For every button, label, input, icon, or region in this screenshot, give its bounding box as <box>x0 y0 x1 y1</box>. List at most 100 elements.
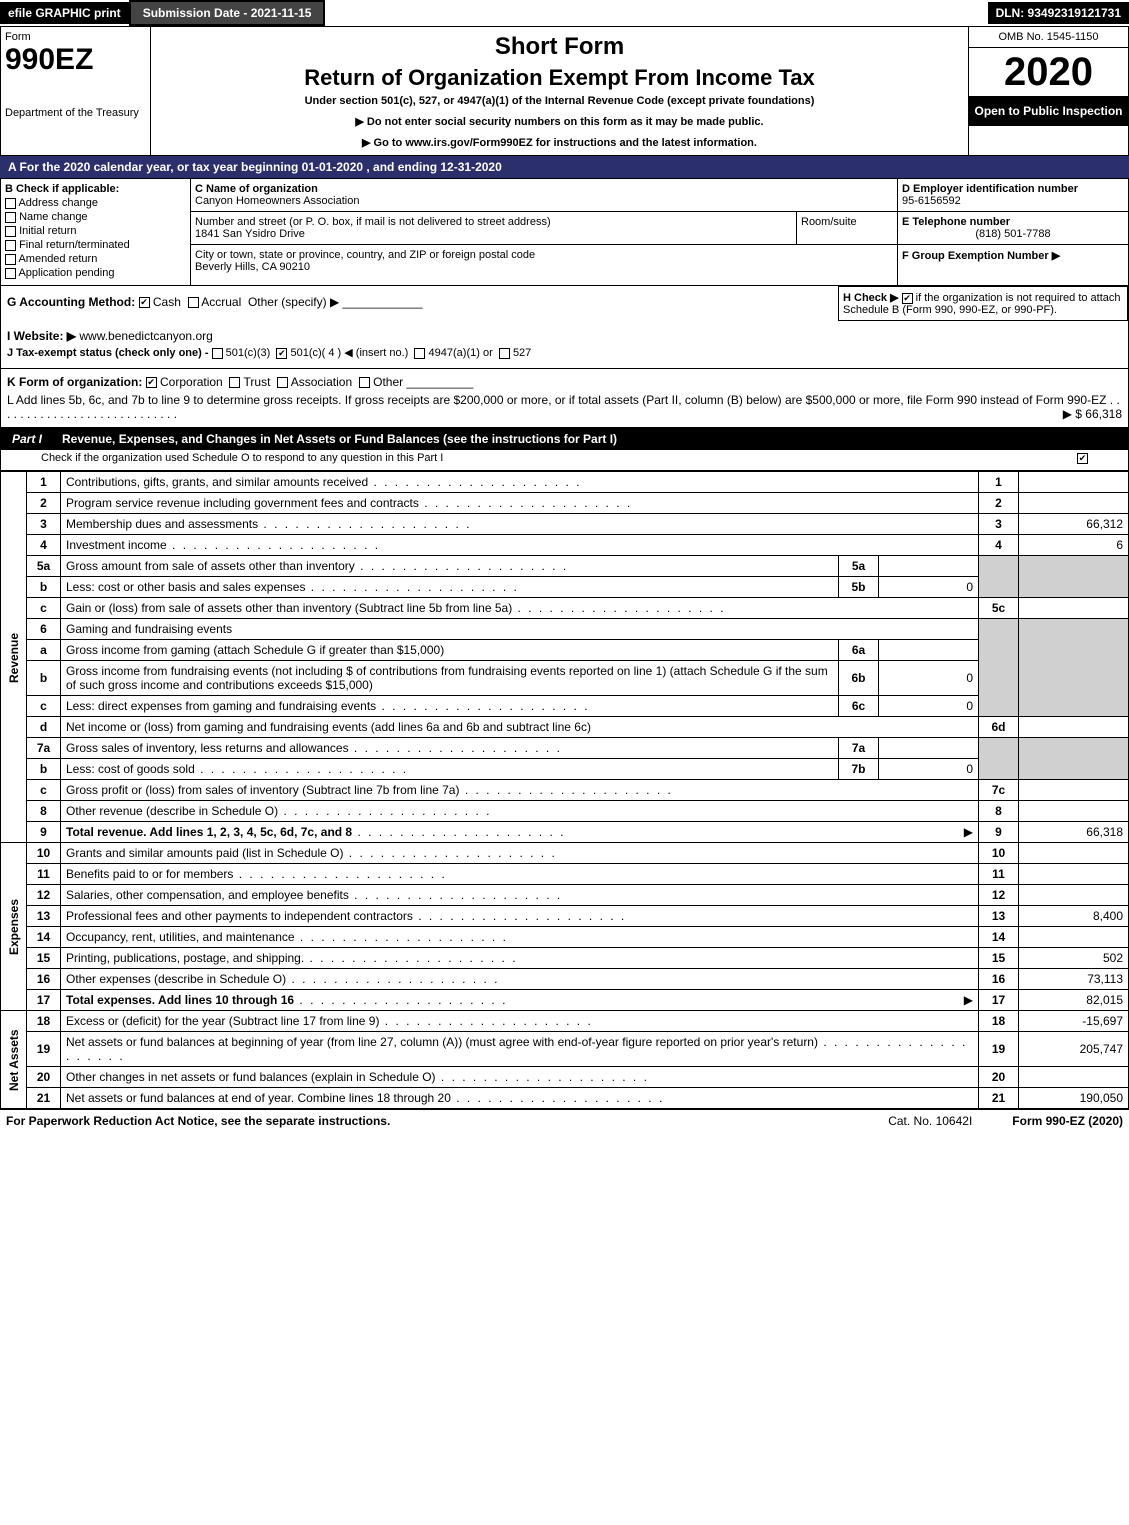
header-right: OMB No. 1545-1150 2020 Open to Public In… <box>968 27 1128 155</box>
cb-amended[interactable]: Amended return <box>5 253 186 265</box>
form-word: Form <box>5 31 146 43</box>
cb-trust[interactable] <box>229 377 240 388</box>
ssn-notice: ▶ Do not enter social security numbers o… <box>157 115 962 128</box>
group-label: F Group Exemption Number ▶ <box>902 250 1060 262</box>
line-21: 21 Net assets or fund balances at end of… <box>1 1088 1129 1109</box>
line-6c: c Less: direct expenses from gaming and … <box>1 696 1129 717</box>
line-2: 2 Program service revenue including gove… <box>1 493 1129 514</box>
section-l-text: L Add lines 5b, 6c, and 7b to line 9 to … <box>7 393 1106 407</box>
phone-label: E Telephone number <box>902 216 1010 228</box>
line-15: 15 Printing, publications, postage, and … <box>1 948 1129 969</box>
line-6d: d Net income or (loss) from gaming and f… <box>1 717 1129 738</box>
section-i: I Website: ▶ www.benedictcanyon.org <box>7 329 1122 343</box>
form-number: 990EZ <box>5 43 146 77</box>
cb-final-return[interactable]: Final return/terminated <box>5 239 186 251</box>
top-bar: efile GRAPHIC print Submission Date - 20… <box>0 0 1129 26</box>
line-18: Net Assets 18 Excess or (deficit) for th… <box>1 1011 1129 1032</box>
line-10: Expenses 10 Grants and similar amounts p… <box>1 843 1129 864</box>
sections-kl: K Form of organization: Corporation Trus… <box>0 369 1129 428</box>
omb-number: OMB No. 1545-1150 <box>969 27 1128 48</box>
department: Department of the Treasury <box>5 107 146 119</box>
cb-4947[interactable] <box>414 348 425 359</box>
section-l-amount: ▶ $ 66,318 <box>1063 407 1122 421</box>
cb-name-change[interactable]: Name change <box>5 211 186 223</box>
section-h-label: H Check ▶ <box>843 292 899 304</box>
line-6: 6 Gaming and fundraising events <box>1 619 1129 640</box>
irs-link-notice[interactable]: ▶ Go to www.irs.gov/Form990EZ for instru… <box>157 136 962 149</box>
line-7a: 7a Gross sales of inventory, less return… <box>1 738 1129 759</box>
side-revenue: Revenue <box>1 472 27 843</box>
col-b-header: B Check if applicable: <box>5 183 186 195</box>
cb-501c[interactable] <box>276 348 287 359</box>
section-j: J Tax-exempt status (check only one) - 5… <box>7 346 1122 359</box>
cb-initial-return[interactable]: Initial return <box>5 225 186 237</box>
under-section: Under section 501(c), 527, or 4947(a)(1)… <box>157 95 962 107</box>
line-20: 20 Other changes in net assets or fund b… <box>1 1067 1129 1088</box>
line-4: 4 Investment income 4 6 <box>1 535 1129 556</box>
info-grid: B Check if applicable: Address change Na… <box>0 178 1129 286</box>
cb-cash[interactable] <box>139 297 150 308</box>
line-12: 12 Salaries, other compensation, and emp… <box>1 885 1129 906</box>
form-reference: Form 990-EZ (2020) <box>1012 1114 1123 1128</box>
ein-label: D Employer identification number <box>902 183 1078 195</box>
line-6b: b Gross income from fundraising events (… <box>1 661 1129 696</box>
org-name: Canyon Homeowners Association <box>195 195 359 207</box>
line-6a: a Gross income from gaming (attach Sched… <box>1 640 1129 661</box>
line-7c: c Gross profit or (loss) from sales of i… <box>1 780 1129 801</box>
line-11: 11 Benefits paid to or for members 11 <box>1 864 1129 885</box>
col-c: C Name of organization Canyon Homeowners… <box>191 179 898 285</box>
part-i-label: Part I <box>0 428 54 450</box>
part-i-subtitle-text: Check if the organization used Schedule … <box>41 452 443 464</box>
side-expenses: Expenses <box>1 843 27 1011</box>
line-17: 17 Total expenses. Add lines 10 through … <box>1 990 1129 1011</box>
header-center: Short Form Return of Organization Exempt… <box>151 27 968 155</box>
section-h-checkbox[interactable] <box>902 293 913 304</box>
part-i-title: Revenue, Expenses, and Changes in Net As… <box>54 428 625 450</box>
section-a: A For the 2020 calendar year, or tax yea… <box>0 156 1129 178</box>
line-19: 19 Net assets or fund balances at beginn… <box>1 1032 1129 1067</box>
tax-year: 2020 <box>969 48 1128 96</box>
line-5b: b Less: cost or other basis and sales ex… <box>1 577 1129 598</box>
phone: (818) 501-7788 <box>902 228 1124 240</box>
city-label: City or town, state or province, country… <box>195 249 535 261</box>
line-8: 8 Other revenue (describe in Schedule O)… <box>1 801 1129 822</box>
cb-501c3[interactable] <box>212 348 223 359</box>
part-i-subtitle: Check if the organization used Schedule … <box>0 450 1129 471</box>
col-d: D Employer identification number 95-6156… <box>898 179 1128 285</box>
cb-527[interactable] <box>499 348 510 359</box>
line-13: 13 Professional fees and other payments … <box>1 906 1129 927</box>
section-h: H Check ▶ if the organization is not req… <box>838 286 1128 321</box>
open-public: Open to Public Inspection <box>969 96 1128 126</box>
line-9: 9 Total revenue. Add lines 1, 2, 3, 4, 5… <box>1 822 1129 843</box>
part-i-checkbox[interactable] <box>1077 453 1088 464</box>
form-header: Form 990EZ Department of the Treasury Sh… <box>0 26 1129 156</box>
room-label: Room/suite <box>801 216 857 228</box>
section-k: K Form of organization: Corporation Trus… <box>7 375 1122 389</box>
cb-other-org[interactable] <box>359 377 370 388</box>
lines-table: Revenue 1 Contributions, gifts, grants, … <box>0 471 1129 1109</box>
submission-date: Submission Date - 2021-11-15 <box>129 0 326 26</box>
org-name-label: C Name of organization <box>195 183 318 195</box>
short-form-title: Short Form <box>157 33 962 61</box>
efile-print-label[interactable]: efile GRAPHIC print <box>0 2 129 24</box>
cb-accrual[interactable] <box>188 297 199 308</box>
line-16: 16 Other expenses (describe in Schedule … <box>1 969 1129 990</box>
cb-address-change[interactable]: Address change <box>5 197 186 209</box>
city: Beverly Hills, CA 90210 <box>195 261 310 273</box>
section-l: L Add lines 5b, 6c, and 7b to line 9 to … <box>7 393 1122 421</box>
dln: DLN: 93492319121731 <box>988 2 1129 24</box>
return-title: Return of Organization Exempt From Incom… <box>157 65 962 91</box>
cb-pending[interactable]: Application pending <box>5 267 186 279</box>
col-b: B Check if applicable: Address change Na… <box>1 179 191 285</box>
cb-assoc[interactable] <box>277 377 288 388</box>
section-i-label: I Website: ▶ <box>7 329 76 343</box>
side-netassets: Net Assets <box>1 1011 27 1109</box>
cb-corp[interactable] <box>146 377 157 388</box>
street: 1841 San Ysidro Drive <box>195 228 305 240</box>
section-k-label: K Form of organization: <box>7 375 142 389</box>
sections-ghij: H Check ▶ if the organization is not req… <box>0 286 1129 369</box>
website[interactable]: www.benedictcanyon.org <box>79 329 212 343</box>
accounting-other: Other (specify) ▶ <box>248 295 339 309</box>
line-5a: 5a Gross amount from sale of assets othe… <box>1 556 1129 577</box>
section-j-label: J Tax-exempt status (check only one) - <box>7 347 209 359</box>
